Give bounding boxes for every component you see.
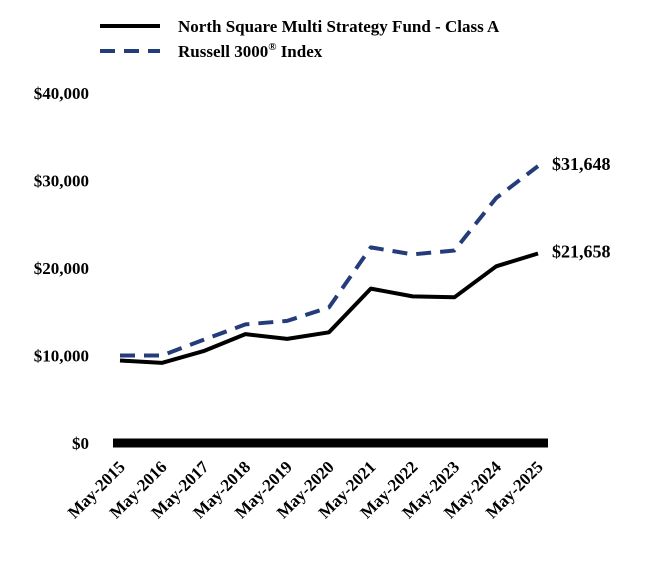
legend-label-1: North Square Multi Strategy Fund - Class… [178,17,500,36]
series-layer [119,164,540,365]
series-line-1 [119,251,539,365]
y-tick-label: $10,000 [34,347,89,366]
y-tick-label: $0 [72,434,89,453]
series-line-2 [120,164,540,358]
legend-label-2-name: Russell 3000 [178,42,268,61]
legend: North Square Multi Strategy Fund - Class… [100,17,500,61]
legend-label-1-name: North Square Multi Strategy Fund - Class… [178,17,500,36]
end-value-label-2: $31,648 [552,154,611,174]
y-tick-label: $30,000 [34,172,89,191]
legend-label-2: Russell 3000® Index [178,41,323,61]
y-tick-label: $20,000 [34,259,89,278]
x-axis: May-2015May-2016May-2017May-2018May-2019… [64,438,548,522]
y-tick-label: $40,000 [34,84,89,103]
y-axis: $0 $10,000 $20,000 $30,000 $40,000 [34,84,89,453]
end-value-label-1: $21,658 [552,241,611,261]
legend-label-2-sup: ® [268,41,276,53]
end-labels: $21,658 $31,648 [552,154,611,261]
legend-label-2-suffix: Index [276,42,322,61]
